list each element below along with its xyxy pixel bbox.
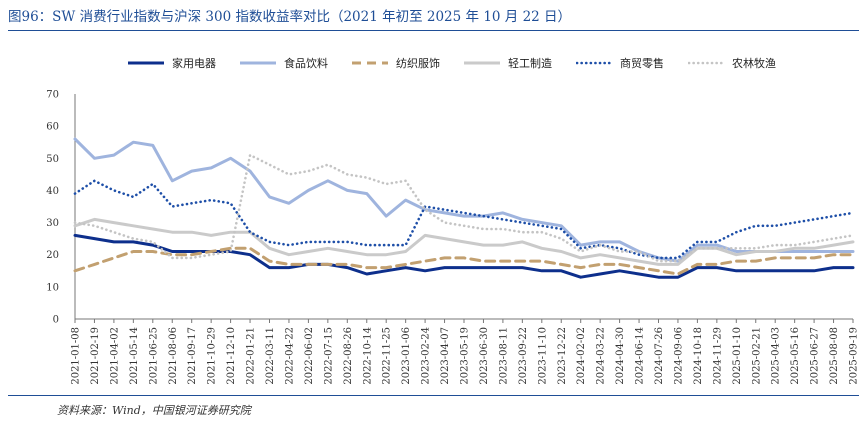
title-divider — [8, 30, 859, 31]
series-line-0 — [73, 233, 855, 279]
x-tick-label: 2025-04-03 — [771, 327, 782, 385]
x-tick-label: 2024-07-26 — [654, 327, 665, 385]
x-tick-label: 2021-06-25 — [148, 327, 159, 385]
x-tick-label: 2025-05-16 — [790, 327, 801, 385]
series-line-4 — [73, 179, 855, 260]
legend-item-food-beverage: 食品饮料 — [240, 55, 328, 71]
x-tick-label: 2021-10-29 — [207, 327, 218, 385]
x-tick-label: 2022-07-15 — [323, 327, 334, 385]
footer-divider — [8, 395, 859, 396]
x-tick-label: 2023-05-19 — [460, 327, 471, 385]
series-line-1 — [73, 137, 855, 263]
x-tick-label: 2024-10-18 — [693, 327, 704, 385]
x-tick-label: 2021-04-02 — [109, 327, 120, 385]
x-tick-label: 2025-01-10 — [732, 327, 743, 385]
x-tick-label: 2021-02-19 — [90, 327, 101, 385]
legend-item-appliances: 家用电器 — [128, 55, 216, 71]
x-tick-label: 2022-04-22 — [284, 327, 295, 385]
x-tick-label: 2022-10-14 — [362, 327, 373, 385]
x-tick-label: 2021-01-08 — [71, 327, 82, 385]
legend-item-light-industry: 轻工制造 — [464, 55, 552, 71]
y-tick-label: 40 — [46, 186, 59, 197]
legend-swatch-retail — [576, 61, 612, 65]
y-tick-label: 50 — [46, 154, 59, 165]
x-tick-label: 2022-11-25 — [382, 327, 393, 385]
x-tick-label: 2022-08-26 — [343, 327, 354, 385]
x-tick-label: 2023-02-24 — [421, 327, 432, 385]
x-tick-label: 2023-08-11 — [498, 327, 509, 385]
x-tick-label: 2025-09-19 — [849, 327, 860, 385]
x-tick-label: 2022-03-11 — [265, 327, 276, 385]
source-note: 资料来源：Wind，中国银河证券研究院 — [57, 404, 251, 417]
x-tick-label: 2024-04-30 — [615, 327, 626, 385]
legend-swatch-food-beverage — [240, 61, 276, 65]
legend-swatch-textile — [352, 61, 388, 65]
legend-item-textile: 纺织服饰 — [352, 55, 440, 71]
y-tick-label: 0 — [53, 315, 59, 326]
x-tick-label: 2024-06-14 — [635, 327, 646, 385]
x-tick-label: 2021-05-14 — [129, 327, 140, 385]
legend-label-food-beverage: 食品饮料 — [284, 57, 328, 70]
x-tick-label: 2024-03-22 — [596, 327, 607, 385]
x-tick-label: 2025-06-27 — [810, 327, 821, 385]
legend: 家用电器 食品饮料 纺织服饰 轻工制造 商贸零售 农林牧渔 — [128, 53, 800, 73]
x-tick-label: 2023-12-22 — [557, 327, 568, 385]
x-tick-label: 2024-02-02 — [576, 327, 587, 385]
legend-label-textile: 纺织服饰 — [396, 57, 440, 70]
x-tick-label: 2023-06-30 — [479, 327, 490, 385]
series-line-5 — [73, 153, 855, 263]
x-tick-label: 2021-12-10 — [226, 327, 237, 385]
series-line-2 — [73, 246, 855, 276]
y-tick-label: 30 — [46, 218, 59, 229]
y-tick-label: 70 — [46, 90, 59, 101]
figure-title: 图96：SW 消费行业指数与沪深 300 指数收益率对比（2021 年初至 20… — [8, 9, 572, 25]
legend-label-appliances: 家用电器 — [172, 57, 216, 70]
y-tick-label: 20 — [46, 250, 59, 261]
legend-item-retail: 商贸零售 — [576, 55, 664, 71]
legend-label-light-industry: 轻工制造 — [508, 57, 552, 70]
x-tick-label: 2023-09-22 — [518, 327, 529, 385]
legend-label-agriculture: 农林牧渔 — [732, 57, 776, 70]
x-tick-label: 2025-08-08 — [829, 327, 840, 385]
x-tick-label: 2025-02-21 — [751, 327, 762, 385]
x-tick-label: 2024-11-29 — [712, 327, 723, 385]
y-tick-label: 10 — [46, 282, 59, 293]
x-tick-label: 2023-01-06 — [401, 327, 412, 385]
x-tick-label: 2022-01-21 — [246, 327, 257, 385]
x-tick-label: 2023-11-10 — [537, 327, 548, 385]
x-tick-label: 2021-09-17 — [187, 327, 198, 385]
x-tick-label: 2023-04-07 — [440, 327, 451, 385]
series-line-3 — [73, 217, 855, 266]
legend-swatch-agriculture — [688, 61, 724, 65]
x-tick-label: 2022-06-02 — [304, 327, 315, 385]
y-tick-label: 60 — [46, 122, 59, 133]
legend-swatch-light-industry — [464, 61, 500, 65]
x-tick-label: 2024-09-06 — [673, 327, 684, 385]
legend-item-agriculture: 农林牧渔 — [688, 55, 776, 71]
legend-swatch-appliances — [128, 61, 164, 65]
x-tick-label: 2021-08-06 — [168, 327, 179, 385]
legend-label-retail: 商贸零售 — [620, 57, 664, 70]
